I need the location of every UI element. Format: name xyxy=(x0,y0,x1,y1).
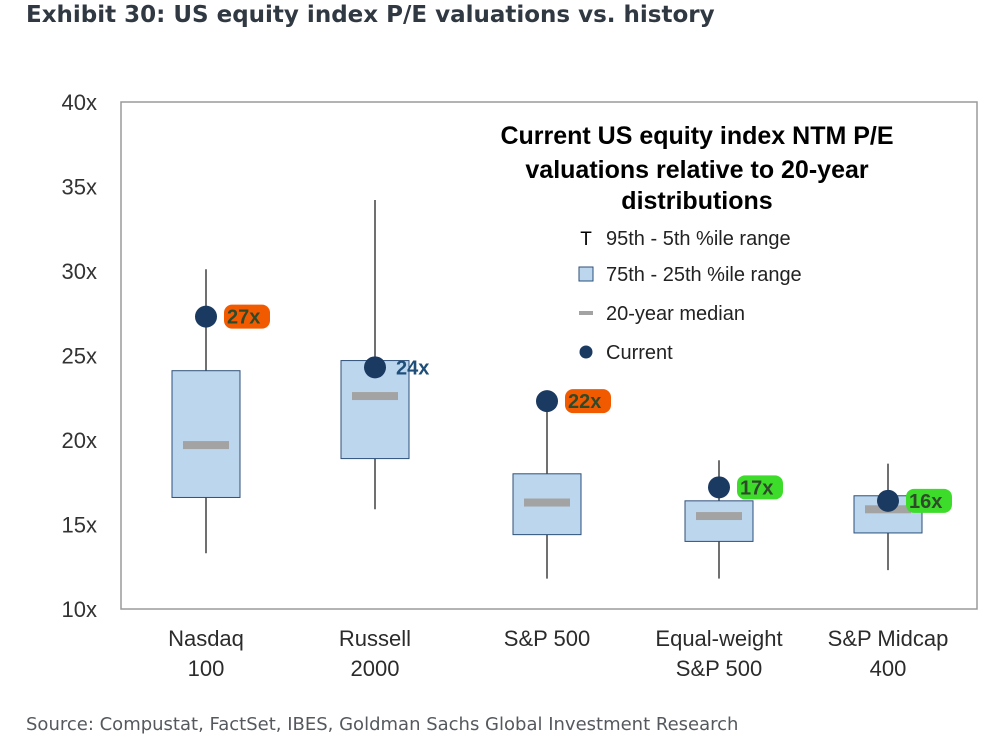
y-tick-label: 40x xyxy=(62,90,97,115)
x-category-label: S&P 500 xyxy=(504,626,590,651)
legend-median-symbol xyxy=(579,311,593,315)
legend-whisker-symbol: T xyxy=(580,229,592,250)
label-highlight xyxy=(906,488,952,513)
legend-box-symbol xyxy=(578,266,594,282)
y-tick-label: 20x xyxy=(62,428,97,453)
x-category-label: 400 xyxy=(870,656,907,681)
x-category-label: Equal-weight xyxy=(655,626,782,651)
legend-label: Current xyxy=(606,342,673,364)
chart-title-line: distributions xyxy=(621,187,772,215)
label-highlight xyxy=(224,304,270,329)
iqr-box xyxy=(684,500,754,542)
iqr-box xyxy=(171,370,241,498)
median-marker xyxy=(696,512,742,521)
current-point xyxy=(877,489,899,512)
x-category-label: 100 xyxy=(188,656,225,681)
legend-label: 75th - 25th %ile range xyxy=(606,264,802,286)
label-highlight xyxy=(737,475,783,500)
source-note: Source: Compustat, FactSet, IBES, Goldma… xyxy=(26,714,739,735)
current-labels: 27x 24x 22x 17x 16x xyxy=(224,304,952,513)
y-tick-label: 10x xyxy=(62,597,97,622)
median-marker xyxy=(524,498,570,507)
y-tick-label: 25x xyxy=(62,344,97,369)
current-point xyxy=(536,390,558,413)
chart-title-line: valuations relative to 20-year xyxy=(525,156,868,184)
y-tick-label: 35x xyxy=(62,175,97,200)
x-category-label: S&P Midcap xyxy=(828,626,949,651)
chart-title-line: Current US equity index NTM P/E xyxy=(500,122,893,150)
legend-current-symbol xyxy=(579,345,593,359)
x-category-label: Russell xyxy=(339,626,411,651)
x-category-label: S&P 500 xyxy=(676,656,762,681)
current-value-label: 16x xyxy=(909,491,942,513)
current-value-label: 22x xyxy=(568,391,601,413)
current-value-label: 27x xyxy=(227,307,260,329)
legend-label: 20-year median xyxy=(606,303,745,325)
x-category-label: 2000 xyxy=(351,656,400,681)
current-value-label: 17x xyxy=(740,477,773,499)
current-point xyxy=(195,305,217,328)
legend: T 95th - 5th %ile range 75th - 25th %ile r… xyxy=(578,228,802,364)
current-point xyxy=(364,356,386,379)
x-category-label: Nasdaq xyxy=(168,626,244,651)
current-points xyxy=(195,305,899,512)
current-value-label: 24x xyxy=(396,357,429,379)
x-axis: Nasdaq 100 Russell 2000 S&P 500 Equal-weight S… xyxy=(168,626,948,681)
median-marker xyxy=(183,441,229,450)
y-tick-label: 15x xyxy=(62,513,97,538)
label-highlight xyxy=(565,389,611,414)
current-point xyxy=(708,476,730,499)
exhibit-title: Exhibit 30: US equity index P/E valuatio… xyxy=(26,2,715,28)
y-tick-label: 30x xyxy=(62,259,97,284)
legend-label: 95th - 5th %ile range xyxy=(606,228,791,250)
chart-title: Current US equity index NTM P/E valuation… xyxy=(500,122,893,215)
plot-area-frame xyxy=(120,101,978,610)
median-marker xyxy=(352,392,398,401)
y-axis: 10x 15x 20x 25x 30x 35x 40x xyxy=(62,90,97,622)
